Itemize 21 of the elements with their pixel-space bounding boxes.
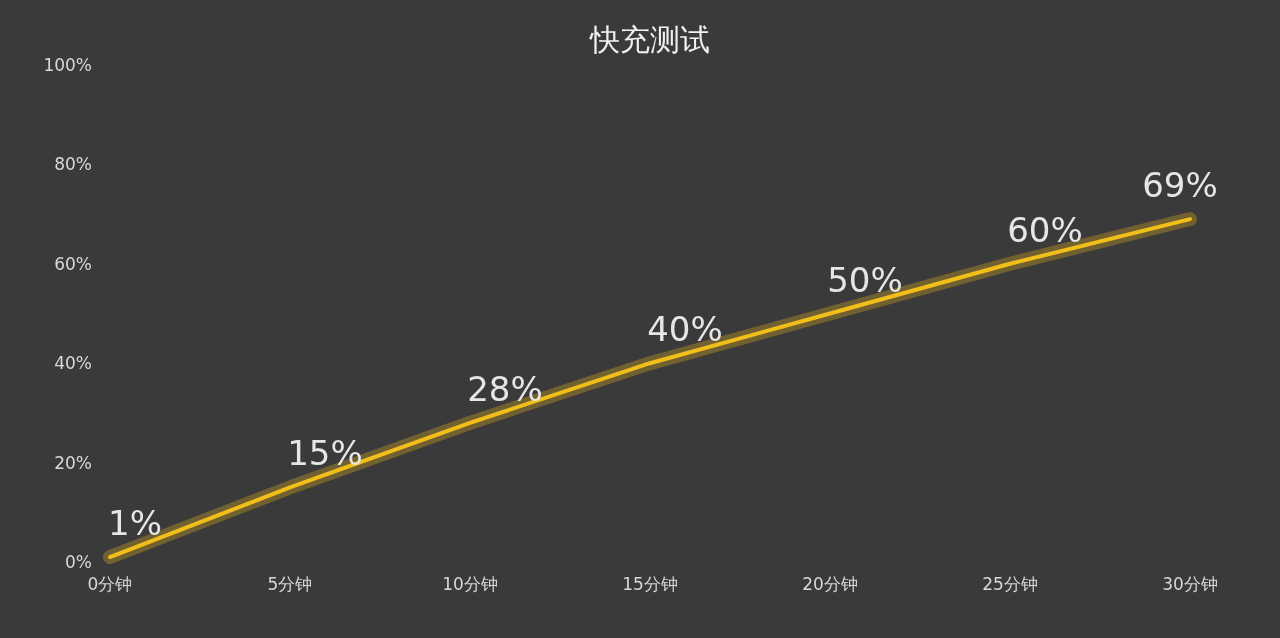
x-tick-label: 30分钟 — [1162, 574, 1218, 594]
x-tick-label: 5分钟 — [267, 574, 313, 594]
data-label: 40% — [647, 309, 723, 350]
x-tick-label: 0分钟 — [87, 574, 133, 594]
y-tick-label: 20% — [54, 452, 92, 473]
x-tick-label: 15分钟 — [622, 574, 678, 594]
data-label: 15% — [287, 433, 363, 474]
y-tick-label: 60% — [54, 253, 92, 274]
y-tick-label: 100% — [43, 55, 92, 75]
y-tick-label: 40% — [54, 353, 92, 374]
data-label: 69% — [1142, 165, 1218, 206]
x-tick-label: 20分钟 — [802, 574, 858, 594]
y-tick-label: 0% — [65, 552, 92, 572]
x-tick-label: 10分钟 — [442, 574, 498, 594]
data-label: 50% — [827, 259, 903, 300]
data-label: 1% — [108, 503, 162, 544]
data-label: 28% — [467, 368, 543, 409]
y-tick-label: 80% — [54, 154, 92, 175]
data-label: 60% — [1007, 209, 1083, 250]
chart-title: 快充测试 — [589, 22, 710, 57]
x-tick-label: 25分钟 — [982, 574, 1038, 594]
